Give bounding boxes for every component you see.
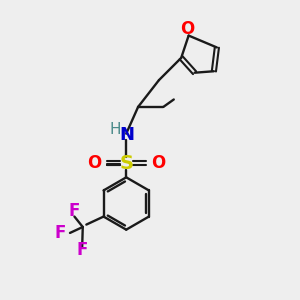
Text: S: S — [119, 154, 133, 173]
Text: F: F — [54, 224, 66, 242]
Text: O: O — [87, 154, 101, 172]
Text: F: F — [69, 202, 80, 220]
Text: H: H — [109, 122, 121, 137]
Text: O: O — [151, 154, 165, 172]
Text: O: O — [180, 20, 194, 38]
Text: F: F — [76, 241, 88, 259]
Text: N: N — [119, 126, 134, 144]
